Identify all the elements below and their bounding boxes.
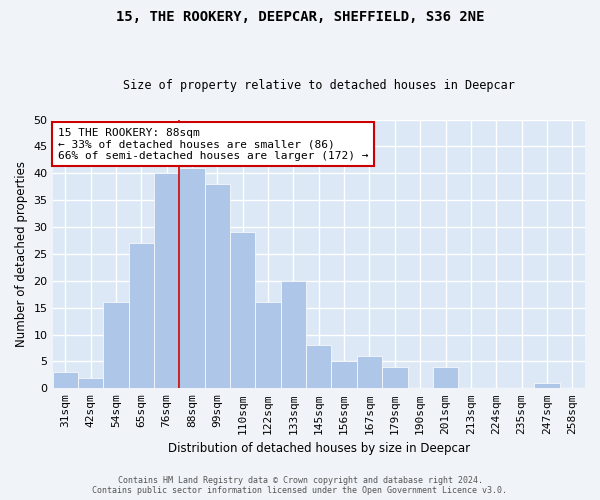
Bar [534, 383, 560, 388]
Bar [154, 174, 179, 388]
Bar [78, 378, 103, 388]
Bar [128, 243, 154, 388]
Bar [433, 367, 458, 388]
Bar [103, 302, 128, 388]
Text: 15 THE ROOKERY: 88sqm
← 33% of detached houses are smaller (86)
66% of semi-deta: 15 THE ROOKERY: 88sqm ← 33% of detached … [58, 128, 368, 161]
Bar [357, 356, 382, 388]
Bar [306, 346, 331, 389]
Text: Contains HM Land Registry data © Crown copyright and database right 2024.
Contai: Contains HM Land Registry data © Crown c… [92, 476, 508, 495]
Bar [281, 281, 306, 388]
Title: Size of property relative to detached houses in Deepcar: Size of property relative to detached ho… [123, 79, 515, 92]
Bar [53, 372, 78, 388]
Text: 15, THE ROOKERY, DEEPCAR, SHEFFIELD, S36 2NE: 15, THE ROOKERY, DEEPCAR, SHEFFIELD, S36… [116, 10, 484, 24]
Bar [382, 367, 407, 388]
X-axis label: Distribution of detached houses by size in Deepcar: Distribution of detached houses by size … [168, 442, 470, 455]
Bar [230, 232, 256, 388]
Bar [256, 302, 281, 388]
Bar [205, 184, 230, 388]
Bar [331, 362, 357, 388]
Y-axis label: Number of detached properties: Number of detached properties [15, 161, 28, 347]
Bar [179, 168, 205, 388]
